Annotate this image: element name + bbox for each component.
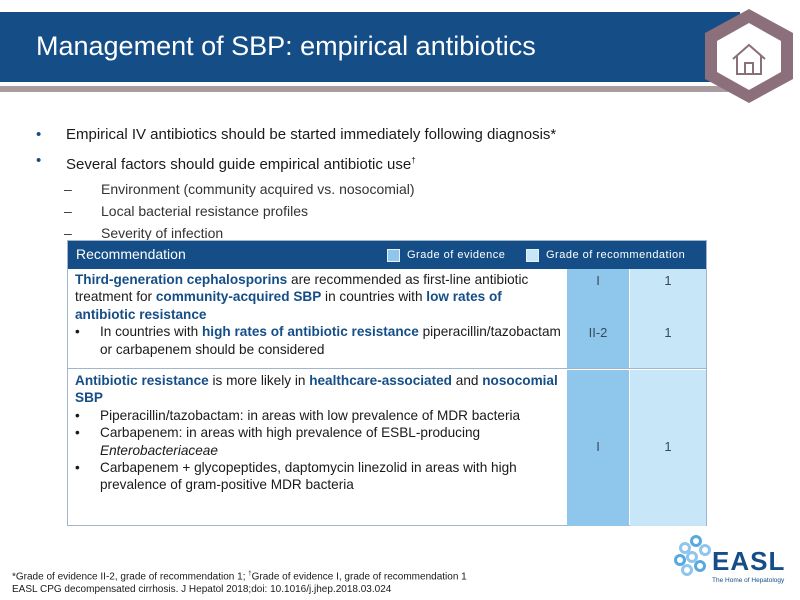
legend-evidence: Grade of evidence bbox=[387, 241, 505, 269]
bullet-dot: • bbox=[75, 324, 80, 340]
recommendation-text: Third-generation cephalosporins are reco… bbox=[75, 271, 565, 358]
plain-text: Carbapenem: in areas with high prevalenc… bbox=[100, 425, 481, 441]
legend-recommendation: Grade of recommendation bbox=[526, 241, 685, 269]
plain-text: piperacillin/tazobactam or carbapenem sh… bbox=[100, 324, 561, 357]
recommendation-grade: 1 bbox=[664, 439, 672, 454]
sub-bullet-item: • Carbapenem: in areas with high prevale… bbox=[75, 424, 565, 459]
bullet-text: Several factors should guide empirical a… bbox=[66, 156, 412, 173]
highlight-text: nosocomial SBP bbox=[75, 373, 558, 406]
bullet-dot: • bbox=[75, 425, 80, 441]
recommendation-cell: 1 bbox=[630, 370, 706, 526]
logo-wordmark: EASL bbox=[712, 546, 786, 576]
highlight-text: healthcare-associated bbox=[309, 373, 452, 388]
footnote-text: Grade of evidence I, grade of recommenda… bbox=[251, 571, 467, 583]
bullet-text: Empirical IV antibiotics should be start… bbox=[66, 126, 557, 143]
sub-bullet-item: • In countries with high rates of antibi… bbox=[75, 323, 565, 358]
sub-bullet-text: Environment (community acquired vs. noso… bbox=[101, 181, 415, 197]
sub-bullet-item: – Local bacterial resistance profiles bbox=[36, 200, 716, 222]
bullet-dot: • bbox=[75, 407, 80, 423]
sub-bullet-text: Local bacterial resistance profiles bbox=[101, 203, 308, 219]
title-divider bbox=[0, 86, 742, 92]
plain-text: in countries with bbox=[321, 289, 427, 305]
plain-text: Carbapenem + glycopeptides, daptomycin l… bbox=[100, 460, 517, 493]
evidence-cell: I bbox=[567, 370, 629, 526]
dash-marker: – bbox=[64, 225, 72, 241]
highlight-text: Third-generation cephalosporins bbox=[75, 272, 288, 287]
footnote: *Grade of evidence II-2, grade of recomm… bbox=[12, 568, 467, 596]
plain-text: is more likely in bbox=[208, 373, 310, 388]
highlight-text: Antibiotic resistance bbox=[75, 373, 209, 388]
page-title: Management of SBP: empirical antibiotics bbox=[36, 31, 536, 61]
italic-text: Enterobacteriaceae bbox=[100, 442, 218, 458]
bullet-dot: • bbox=[36, 152, 42, 169]
bullet-list: • Empirical IV antibiotics should be sta… bbox=[36, 122, 716, 244]
evidence-grade: I bbox=[596, 439, 600, 454]
evidence-grade: I bbox=[596, 273, 600, 288]
footnote-text: *Grade of evidence II-2, grade of recomm… bbox=[12, 571, 249, 583]
recommendation-swatch bbox=[526, 248, 539, 262]
recommendation-grade: 1 bbox=[664, 273, 672, 288]
home-icon[interactable] bbox=[701, 6, 797, 106]
evidence-cell: I II-2 bbox=[567, 269, 629, 369]
recommendation-cell: 1 1 bbox=[630, 269, 706, 369]
recommendation-text: Antibiotic resistance is more likely in … bbox=[75, 372, 565, 494]
table-row: Third-generation cephalosporins are reco… bbox=[68, 269, 706, 369]
sub-bullet-item: – Environment (community acquired vs. no… bbox=[36, 178, 716, 200]
highlight-text: low rates of antibiotic resistance bbox=[75, 289, 502, 322]
plain-text: In countries with bbox=[100, 324, 202, 340]
logo-tagline: The Home of Hepatology bbox=[712, 577, 785, 584]
table-row: Antibiotic resistance is more likely in … bbox=[68, 370, 706, 526]
dash-marker: – bbox=[64, 181, 72, 197]
evidence-grade: II-2 bbox=[588, 325, 608, 340]
bullet-item: • Empirical IV antibiotics should be sta… bbox=[36, 122, 716, 148]
dash-marker: – bbox=[64, 203, 72, 219]
sub-bullet-item: • Carbapenem + glycopeptides, daptomycin… bbox=[75, 459, 565, 494]
bullet-dot: • bbox=[36, 126, 42, 143]
plain-text: are recommended as first-line antibiotic… bbox=[75, 272, 529, 305]
table-header-label: Recommendation bbox=[76, 246, 186, 262]
legend-recommendation-label: Grade of recommendation bbox=[546, 249, 686, 261]
bullet-dot: • bbox=[75, 460, 80, 476]
table-header: Recommendation Grade of evidence Grade o… bbox=[68, 241, 706, 269]
recommendation-grade: 1 bbox=[664, 325, 672, 340]
easl-logo-icon bbox=[674, 535, 711, 576]
legend-evidence-label: Grade of evidence bbox=[407, 249, 506, 261]
title-bar: Management of SBP: empirical antibiotics bbox=[0, 12, 740, 82]
footnote-mark: † bbox=[248, 571, 252, 577]
highlight-text: community-acquired SBP bbox=[155, 289, 322, 305]
sub-bullet-text: Severity of infection bbox=[101, 225, 224, 241]
recommendation-table: Recommendation Grade of evidence Grade o… bbox=[67, 240, 707, 526]
bullet-item: • Several factors should guide empirical… bbox=[36, 148, 716, 178]
evidence-swatch bbox=[387, 248, 400, 262]
sub-bullet-item: – Severity of infection bbox=[36, 222, 716, 244]
highlight-text: high rates of antibiotic resistance bbox=[202, 324, 419, 340]
footnote-mark: † bbox=[411, 156, 416, 165]
citation: EASL CPG decompensated cirrhosis. J Hepa… bbox=[12, 584, 392, 596]
sub-bullet-item: • Piperacillin/tazobactam: in areas with… bbox=[75, 407, 565, 424]
plain-text: and bbox=[452, 373, 483, 388]
plain-text: Piperacillin/tazobactam: in areas with l… bbox=[100, 407, 521, 423]
